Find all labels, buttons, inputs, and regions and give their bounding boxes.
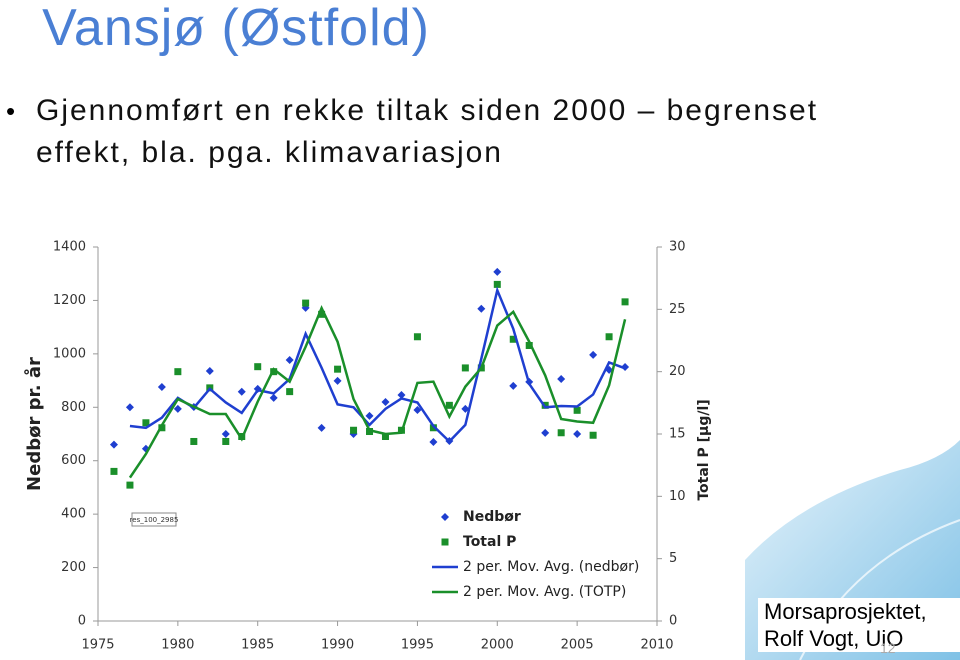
x-tick-label: 2010 xyxy=(640,638,673,653)
y-tick-label: 1400 xyxy=(53,240,86,255)
data-point xyxy=(254,363,262,371)
data-point xyxy=(334,365,342,373)
data-point xyxy=(493,267,502,276)
x-tick-label: 1990 xyxy=(321,638,354,653)
data-point xyxy=(413,405,422,414)
y-tick-label: 0 xyxy=(78,614,86,629)
x-tick-label: 1995 xyxy=(401,638,434,653)
data-point xyxy=(333,376,342,385)
data-point xyxy=(397,390,406,399)
page-number: 12 xyxy=(880,640,896,656)
x-tick-label: 2005 xyxy=(561,638,594,653)
data-point xyxy=(445,401,453,409)
data-point xyxy=(302,299,310,307)
x-tick-label: 1975 xyxy=(81,638,114,653)
data-point xyxy=(125,403,134,412)
data-point xyxy=(557,429,565,437)
bullet-line: Gjennomført en rekke tiltak siden 2000 –… xyxy=(36,94,819,127)
legend-symbol xyxy=(441,538,449,546)
moving-average-line xyxy=(128,305,627,479)
x-tick-label: 1980 xyxy=(161,638,194,653)
data-point xyxy=(350,426,358,434)
footer: Morsaprosjektet, Rolf Vogt, UiO xyxy=(758,598,960,652)
bullet-line: effekt, bla. pga. klimavariasjon xyxy=(36,136,503,169)
data-point xyxy=(142,419,150,427)
bullet-text: Gjennomført en rekke tiltak siden 2000 –… xyxy=(36,90,818,174)
legend-symbol xyxy=(441,513,449,521)
data-point xyxy=(286,388,294,396)
data-point xyxy=(365,411,374,420)
data-point xyxy=(573,406,581,414)
data-point xyxy=(110,467,118,475)
footer-line: Rolf Vogt, UiO xyxy=(764,626,904,651)
data-point xyxy=(509,335,517,343)
slide-title: Vansjø (Østfold) xyxy=(42,0,430,57)
legend-label: Nedbør xyxy=(463,509,521,525)
y2-tick-label: 5 xyxy=(669,551,677,566)
data-point xyxy=(221,430,230,438)
data-point xyxy=(269,393,278,402)
data-point xyxy=(461,404,470,413)
data-point xyxy=(109,440,118,449)
y2-axis-label: Total P [µg/l] xyxy=(696,399,712,500)
data-point xyxy=(413,333,421,341)
y2-tick-label: 0 xyxy=(669,614,677,629)
bullet-dot: • xyxy=(6,96,16,126)
y2-tick-label: 30 xyxy=(669,240,686,255)
data-point xyxy=(493,280,501,288)
y-tick-label: 200 xyxy=(61,560,86,575)
data-point xyxy=(429,424,437,432)
data-point xyxy=(381,397,390,406)
footer-line: Morsaprosjektet, xyxy=(764,599,927,624)
y2-tick-label: 10 xyxy=(669,489,686,504)
data-point xyxy=(509,381,518,390)
data-point xyxy=(317,423,326,432)
y-axis-label: Nedbør pr. år xyxy=(23,357,45,491)
y-tick-label: 400 xyxy=(61,507,86,522)
x-tick-label: 1985 xyxy=(241,638,274,653)
data-point xyxy=(589,431,597,439)
legend-label: Total P xyxy=(463,534,516,550)
data-point xyxy=(157,382,166,391)
data-point xyxy=(318,310,326,318)
data-point xyxy=(573,430,582,438)
x-tick-label: 2000 xyxy=(481,638,514,653)
data-point xyxy=(381,432,389,440)
annotation-box xyxy=(131,512,177,527)
data-point xyxy=(605,333,613,341)
data-point xyxy=(205,366,214,375)
data-point xyxy=(237,387,246,396)
y-tick-label: 800 xyxy=(61,400,86,415)
data-point xyxy=(461,364,469,372)
data-point xyxy=(557,374,566,383)
y-tick-label: 600 xyxy=(61,453,86,468)
data-point xyxy=(174,368,182,376)
y-tick-label: 1000 xyxy=(53,346,86,361)
data-point xyxy=(589,350,598,359)
data-point xyxy=(477,304,486,313)
data-point xyxy=(429,438,438,447)
data-point xyxy=(190,437,198,445)
y2-tick-label: 15 xyxy=(669,427,686,442)
data-point xyxy=(285,356,294,365)
legend-label: 2 per. Mov. Avg. (nedbør) xyxy=(463,559,639,575)
y2-tick-label: 25 xyxy=(669,302,686,317)
legend-label: 2 per. Mov. Avg. (TOTP) xyxy=(463,584,626,600)
data-point xyxy=(621,362,630,371)
data-point xyxy=(525,341,533,349)
y-tick-label: 1200 xyxy=(53,293,86,308)
data-point xyxy=(126,481,134,489)
data-point xyxy=(541,428,550,437)
data-point xyxy=(173,404,182,413)
moving-average-line xyxy=(129,286,626,444)
data-point xyxy=(621,298,629,306)
data-point xyxy=(222,437,230,445)
y2-tick-label: 20 xyxy=(669,364,686,379)
annotation: res_100_2985 xyxy=(130,516,179,524)
